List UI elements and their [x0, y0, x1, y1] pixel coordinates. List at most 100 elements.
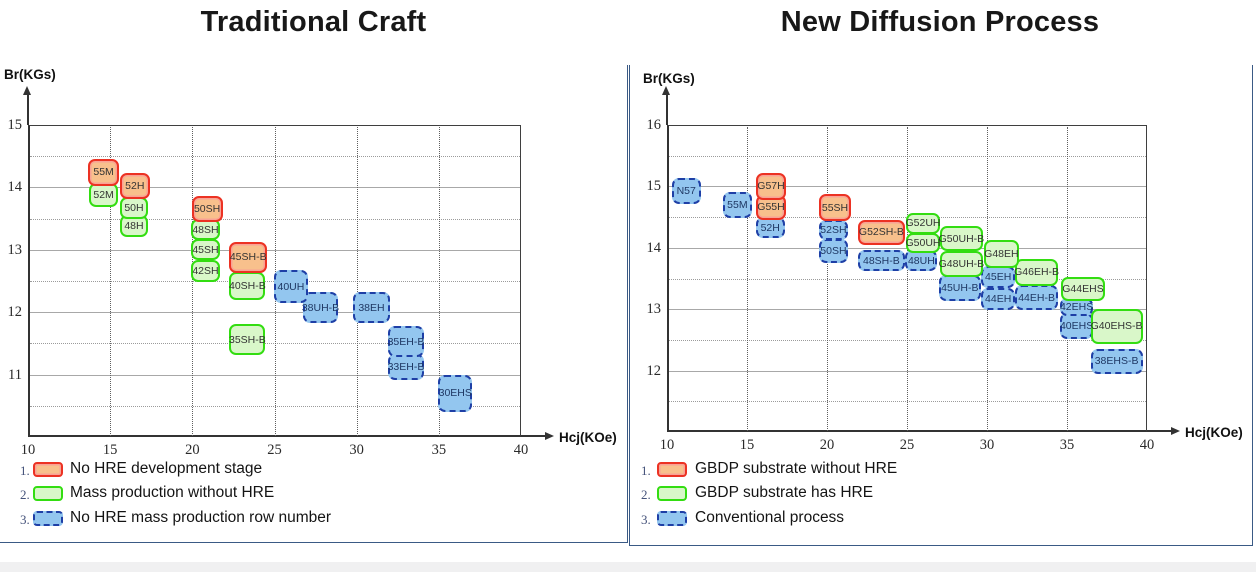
plot-area-chart-0: [28, 125, 521, 437]
x-tick-20-chart-0: 20: [185, 442, 200, 458]
x-axis-arrow-chart-0: [545, 431, 554, 440]
grade-box-n57: N57: [671, 177, 701, 204]
legend-number-3-chart-1: 3.: [641, 511, 651, 527]
grade-box-45sh-b: 45SH-B: [229, 241, 268, 273]
grade-box-52m: 52M: [89, 183, 118, 207]
y-tick-13-chart-0: 13: [7, 241, 23, 258]
gridline-vertical-15: [110, 127, 112, 436]
x-axis-arrow-chart-1: [1171, 426, 1180, 435]
y-axis-line-chart-0: [27, 95, 29, 125]
grade-box-40sh-b: 40SH-B: [229, 271, 266, 301]
grade-box-33eh-b: 33EH-B: [388, 354, 424, 381]
x-tick-40-chart-0: 40: [513, 442, 529, 458]
chart-title-new-diffusion: New Diffusion Process: [780, 6, 1100, 38]
y-axis-line-chart-1: [666, 95, 668, 125]
x-tick-10-chart-1: 10: [659, 437, 675, 453]
grade-box-g52uh: G52UH: [905, 212, 941, 234]
grade-box-45eh: 45EH: [981, 266, 1015, 289]
y-tick-12-chart-0: 12: [7, 304, 23, 321]
plot-area-chart-1: [667, 125, 1147, 432]
x-tick-35-chart-0: 35: [431, 442, 447, 458]
grade-box-38eh: 38EH: [352, 292, 390, 324]
grade-box-55m: 55M: [723, 191, 752, 218]
y-axis-arrow-chart-1: [662, 86, 670, 95]
slide-bottom-edge: [0, 562, 1256, 572]
y-axis-title-right-chart: Br(KGs): [643, 71, 695, 86]
chart-title-traditional-craft: Traditional Craft: [200, 6, 427, 38]
grade-box-g40ehs-b: G40EHS-B: [1090, 308, 1143, 345]
y-tick-14-chart-1: 14: [646, 239, 662, 256]
grade-box-g52sh-b: G52SH-B: [857, 220, 905, 245]
legend-swatch-1-chart-1: [657, 461, 687, 477]
legend-number-1-chart-1: 1.: [641, 462, 651, 478]
y-tick-14-chart-0: 14: [7, 179, 23, 196]
legend-label-2-chart-1: GBDP substrate has HRE: [695, 484, 874, 502]
grade-box-55m: 55M: [88, 159, 119, 186]
y-tick-15-chart-0: 15: [7, 117, 23, 133]
grade-box-52h: 52H: [755, 217, 785, 238]
grade-box-50h: 50H: [120, 197, 148, 219]
grade-box-g46eh-b: G46EH-B: [1014, 258, 1059, 287]
legend-swatch-3-chart-0: [33, 510, 63, 526]
legend-number-2-chart-0: 2.: [20, 487, 30, 503]
legend-label-3-chart-1: Conventional process: [695, 508, 845, 526]
legend-swatch-2-chart-1: [657, 486, 687, 502]
grade-box-42sh: 42SH: [191, 260, 220, 282]
grade-box-48sh-b: 48SH-B: [858, 250, 905, 272]
y-axis-arrow-chart-0: [23, 86, 31, 95]
y-tick-11-chart-0: 11: [8, 366, 22, 383]
gridline-vertical-20: [827, 127, 828, 431]
grade-box-38uh-b: 38UH-B: [302, 292, 339, 324]
legend-label-1-chart-1: GBDP substrate without HRE: [695, 459, 898, 477]
grade-box-g48eh: G48EH: [983, 240, 1019, 268]
legend-swatch-2-chart-0: [33, 486, 63, 502]
grade-box-38ehs-b: 38EHS-B: [1090, 349, 1143, 374]
x-tick-30-chart-1: 30: [979, 437, 995, 453]
grade-box-40uh: 40UH: [274, 270, 308, 303]
gridline-vertical-20: [192, 127, 194, 436]
gridline-vertical-25: [907, 127, 908, 431]
legend-swatch-1-chart-0: [33, 461, 63, 477]
x-tick-15-chart-1: 15: [739, 437, 755, 453]
grade-box-44eh: 44EH: [981, 287, 1015, 310]
x-tick-40-chart-1: 40: [1139, 437, 1155, 453]
gridline-vertical-15: [747, 127, 748, 431]
x-tick-30-chart-0: 30: [349, 442, 364, 458]
y-tick-15-chart-1: 15: [646, 178, 662, 195]
grade-box-35sh-b: 35SH-B: [229, 324, 266, 356]
legend-swatch-3-chart-1: [657, 510, 687, 526]
grade-box-52h: 52H: [119, 173, 150, 200]
x-axis-line-chart-0: [521, 435, 545, 437]
grade-box-48sh: 48SH: [191, 219, 220, 241]
grade-box-g48uh-b: G48UH-B: [939, 250, 984, 277]
panel-new-diffusion: [629, 65, 1253, 546]
x-axis-title-left-chart: Hcj(KOe): [559, 430, 617, 445]
x-tick-10-chart-0: 10: [20, 442, 36, 458]
legend-number-3-chart-0: 3.: [20, 511, 30, 527]
x-axis-title-right-chart: Hcj(KOe): [1185, 425, 1243, 440]
x-tick-35-chart-1: 35: [1059, 437, 1075, 453]
x-tick-25-chart-1: 25: [899, 437, 915, 453]
x-axis-line-chart-1: [1147, 430, 1171, 432]
legend-label-3-chart-0: No HRE mass production row number: [70, 508, 332, 526]
grade-box-52sh: 52SH: [819, 219, 848, 241]
grade-box-48uh: 48UH: [905, 250, 938, 272]
grade-box-45sh: 45SH: [191, 239, 220, 261]
grade-box-40ehs: 40EHS: [1059, 312, 1094, 339]
grade-box-35eh-b: 35EH-B: [388, 325, 424, 358]
grade-box-g50uh-b: G50UH-B: [939, 225, 984, 252]
grade-box-44eh-b: 44EH-B: [1015, 284, 1059, 311]
legend-number-1-chart-0: 1.: [20, 462, 30, 478]
x-tick-20-chart-1: 20: [819, 437, 835, 453]
grade-box-42ehs: 42EHS: [1059, 297, 1094, 316]
grade-box-45uh-b: 45UH-B: [939, 274, 981, 301]
grade-box-50sh: 50SH: [819, 239, 848, 263]
grade-box-g57h: G57H: [755, 172, 787, 200]
grade-box-55sh: 55SH: [819, 194, 851, 222]
grade-box-g44ehs: G44EHS: [1061, 277, 1105, 301]
legend-label-2-chart-0: Mass production without HRE: [70, 484, 275, 502]
legend-number-2-chart-1: 2.: [641, 487, 651, 503]
y-tick-16-chart-1: 16: [646, 117, 662, 133]
grade-box-50sh: 50SH: [191, 195, 223, 222]
